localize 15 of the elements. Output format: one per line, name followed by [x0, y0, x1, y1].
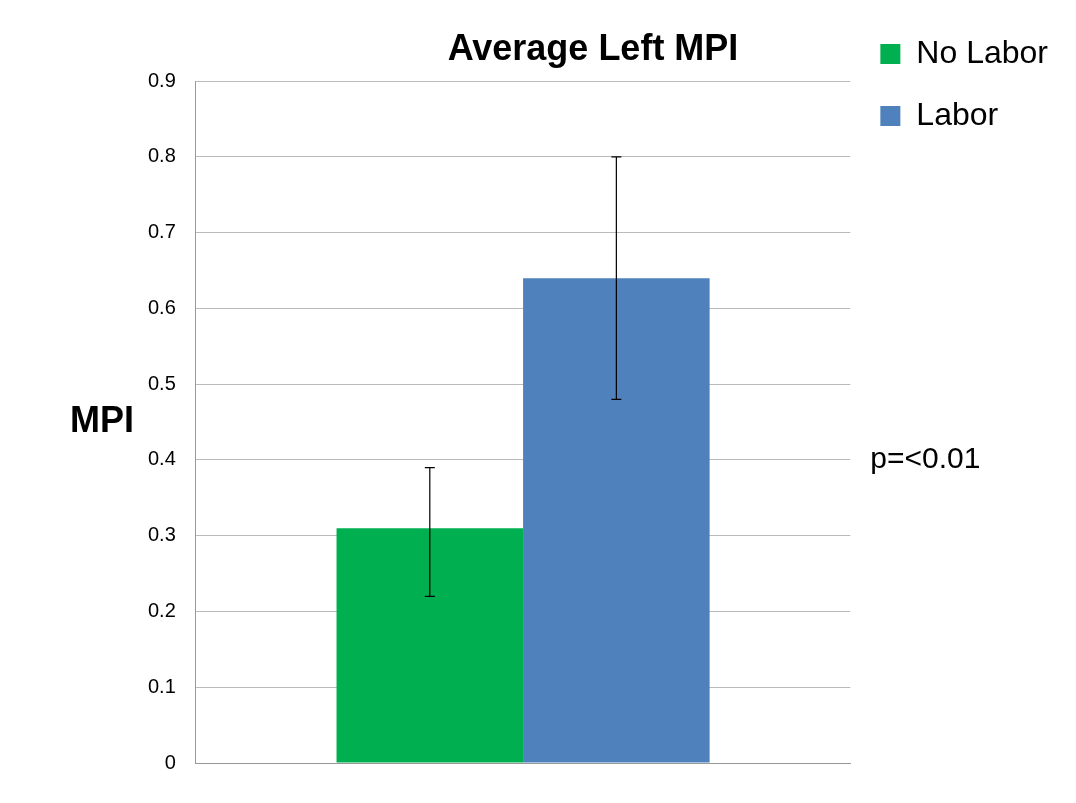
y-axis-title: MPI [70, 399, 135, 441]
legend-label: No Labor [916, 33, 1049, 70]
y-tick-label: 0.2 [147, 599, 176, 621]
chart-title: Average Left MPI [447, 26, 739, 68]
y-tick-label: 0 [164, 750, 176, 773]
y-tick-label: 0.7 [147, 220, 176, 243]
y-tick-label: 0.8 [147, 144, 176, 167]
text: p=<0.01 [870, 441, 981, 475]
y-tick-label: 0.5 [147, 371, 176, 394]
y-tick-label: 0.4 [147, 447, 176, 470]
legend-label: Labor [916, 95, 999, 132]
y-tick-label: 0.6 [147, 295, 176, 318]
y-tick-label: 0.9 [147, 68, 176, 91]
y-tick-label: 0.1 [147, 674, 176, 697]
y-tick-label: 0.3 [147, 523, 176, 546]
